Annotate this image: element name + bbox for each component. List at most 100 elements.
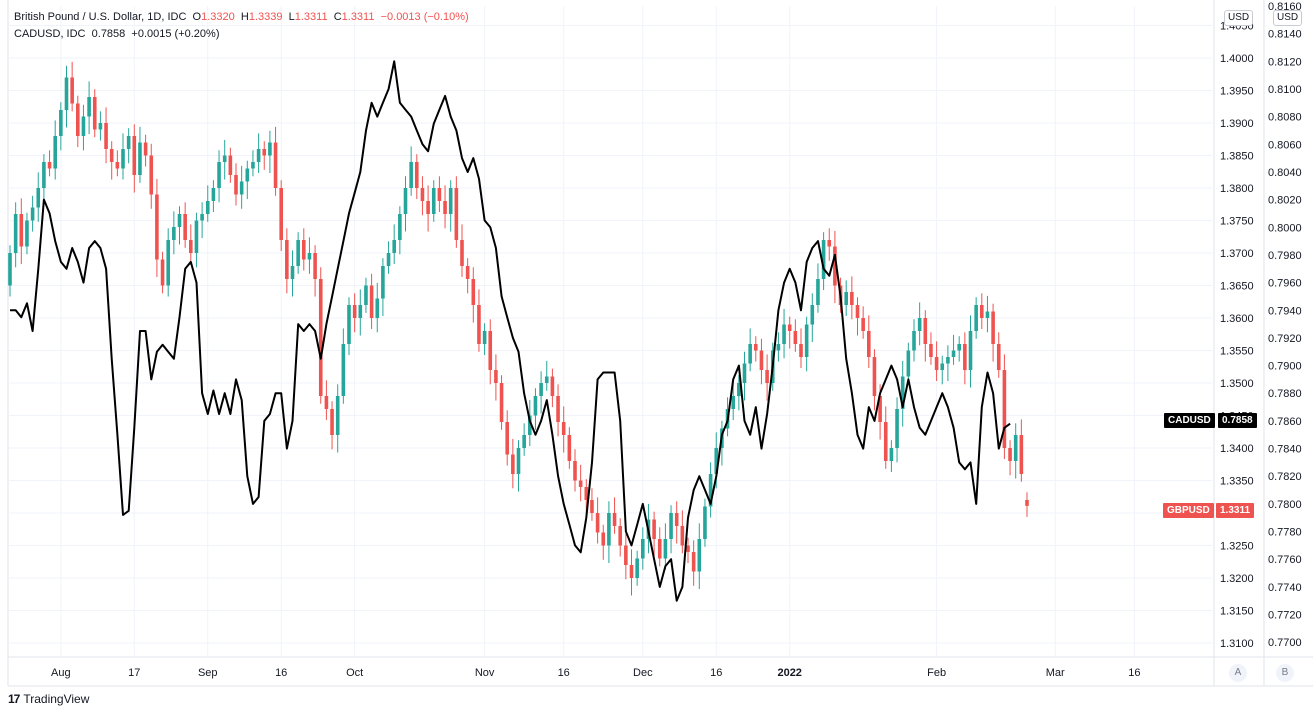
- gbpusd-candle-body: [917, 318, 922, 331]
- gbpusd-candle-body: [912, 331, 916, 351]
- gbpusd-candle-body: [872, 357, 877, 396]
- gbpusd-candle-body: [601, 532, 606, 546]
- gbpusd-candle-body: [793, 331, 798, 344]
- gbpusd-candle-body: [855, 305, 860, 318]
- gbpusd-candle-body: [669, 513, 673, 539]
- legend-gbpusd[interactable]: British Pound / U.S. Dollar, 1D, IDC O1.…: [14, 9, 469, 26]
- cadusd-axis-tick-label: 0.7720: [1268, 610, 1302, 622]
- gbpusd-candle-body: [488, 331, 493, 370]
- gbpusd-candle-body: [335, 396, 340, 435]
- cadusd-axis-tick-label: 0.7840: [1268, 444, 1302, 456]
- gbpusd-axis-tick-label: 1.3100: [1220, 638, 1254, 650]
- gbpusd-candle-body: [251, 162, 255, 169]
- cadusd-axis-tick-label: 0.7880: [1268, 388, 1302, 400]
- gbpusd-candle-body: [799, 344, 803, 357]
- legend-close-label: C: [333, 11, 342, 23]
- gbpusd-candle-body: [946, 357, 950, 364]
- legend-cadusd-name: CADUSD, IDC: [14, 28, 86, 40]
- gbpusd-axis-tick-label: 1.4000: [1220, 53, 1254, 65]
- cadusd-axis-tick-label: 0.7900: [1268, 361, 1302, 373]
- gbpusd-candle-body: [499, 383, 504, 422]
- gbpusd-candle-body: [160, 259, 165, 286]
- gbpusd-candle-body: [833, 246, 837, 286]
- gbpusd-candle-body: [115, 162, 120, 169]
- legend-low-value: 1.3311: [294, 11, 328, 23]
- log-scale-button[interactable]: B: [1276, 664, 1294, 682]
- gbpusd-axis-tick-label: 1.3500: [1220, 378, 1254, 390]
- gbpusd-candle-body: [92, 97, 97, 130]
- gbpusd-candle-body: [443, 201, 447, 214]
- left-axis-unit[interactable]: USD: [1224, 10, 1254, 26]
- gbpusd-candle-body: [550, 376, 555, 396]
- gbpusd-axis-tick-label: 1.3800: [1220, 183, 1254, 195]
- gbpusd-candle-body: [87, 97, 91, 117]
- gbpusd-axis-tick-label: 1.3600: [1220, 313, 1254, 325]
- legend-cadusd[interactable]: CADUSD, IDC 0.7858 +0.0015 (+0.20%): [14, 26, 469, 43]
- right-axis-unit[interactable]: USD: [1273, 10, 1303, 26]
- gbpusd-candle-body: [183, 214, 187, 240]
- gbpusd-candle-body: [776, 344, 781, 351]
- time-axis-tick-label: Nov: [475, 667, 495, 679]
- gbpusd-candle-body: [782, 324, 786, 344]
- gbpusd-candle-body: [431, 188, 436, 214]
- cadusd-axis-tick-label: 0.7860: [1268, 416, 1302, 428]
- gbpusd-candle-body: [42, 162, 46, 188]
- gbpusd-axis-tick-label: 1.3900: [1220, 118, 1254, 130]
- gbpusd-candle-body: [539, 383, 543, 396]
- gbpusd-candle-body: [324, 396, 329, 409]
- cadusd-axis-tick-label: 0.7780: [1268, 527, 1302, 539]
- auto-scale-button[interactable]: A: [1229, 664, 1247, 682]
- cadusd-axis-tick-label: 0.7700: [1268, 637, 1302, 649]
- gbpusd-candle-body: [996, 344, 1001, 370]
- gbpusd-candle-body: [381, 266, 385, 299]
- gbpusd-candle-body: [561, 422, 566, 435]
- gbpusd-axis-label: GBPUSD: [1163, 503, 1214, 518]
- time-axis-tick-label: Sep: [198, 667, 218, 679]
- cadusd-axis-tick-label: 0.7960: [1268, 278, 1302, 290]
- gbpusd-candles: [8, 61, 1029, 596]
- gbpusd-candle-body: [663, 539, 668, 559]
- gbpusd-candle-body: [307, 253, 312, 260]
- gbpusd-candle-body: [951, 350, 956, 357]
- gbpusd-candle-body: [352, 305, 357, 318]
- time-axis-tick-label: Oct: [346, 667, 363, 679]
- gbpusd-candle-body: [471, 279, 476, 305]
- time-axis-tick-label: Dec: [633, 667, 653, 679]
- cadusd-axis-tick-label: 0.7940: [1268, 305, 1302, 317]
- gbpusd-candle-body: [347, 305, 351, 344]
- legend-close-value: 1.3311: [341, 11, 375, 23]
- tradingview-logo-icon: 17: [8, 692, 20, 706]
- gbpusd-candle-body: [256, 149, 261, 162]
- gbpusd-candle-body: [787, 324, 792, 331]
- cadusd-series-line: [10, 60, 1011, 602]
- gbpusd-candle-body: [268, 142, 272, 156]
- cadusd-axis-tick-label: 0.8020: [1268, 195, 1302, 207]
- gbpusd-candle-body: [612, 513, 617, 526]
- legend-open-value: 1.3320: [201, 11, 235, 23]
- gbpusd-candle-body: [234, 175, 238, 195]
- gbpusd-candle-body: [245, 168, 250, 182]
- gbpusd-candle-body: [821, 240, 826, 279]
- gbpusd-axis-price: 1.3311: [1216, 503, 1255, 518]
- gbpusd-candle-body: [934, 357, 939, 370]
- gbpusd-candle-body: [369, 285, 374, 318]
- gbpusd-candle-body: [963, 344, 967, 370]
- gbpusd-candle-body: [923, 318, 928, 344]
- gbpusd-candle-body: [867, 331, 871, 357]
- gbpusd-candle-body: [172, 227, 176, 240]
- gbpusd-candle-body: [53, 136, 57, 169]
- gbpusd-candle-body: [358, 305, 363, 318]
- gbpusd-candle-body: [222, 155, 227, 162]
- gbpusd-candle-body: [528, 415, 532, 435]
- gbpusd-candle-body: [573, 461, 577, 481]
- branding[interactable]: 17 TradingView: [8, 692, 89, 706]
- gbpusd-candle-body: [1019, 435, 1024, 474]
- gbpusd-candle-body: [426, 201, 430, 214]
- gbpusd-candle-body: [737, 383, 741, 396]
- axes: 1.31001.31501.32001.32501.33001.33501.34…: [51, 1, 1302, 679]
- gbpusd-candle-body: [1008, 448, 1012, 461]
- gbpusd-candle-body: [505, 422, 509, 455]
